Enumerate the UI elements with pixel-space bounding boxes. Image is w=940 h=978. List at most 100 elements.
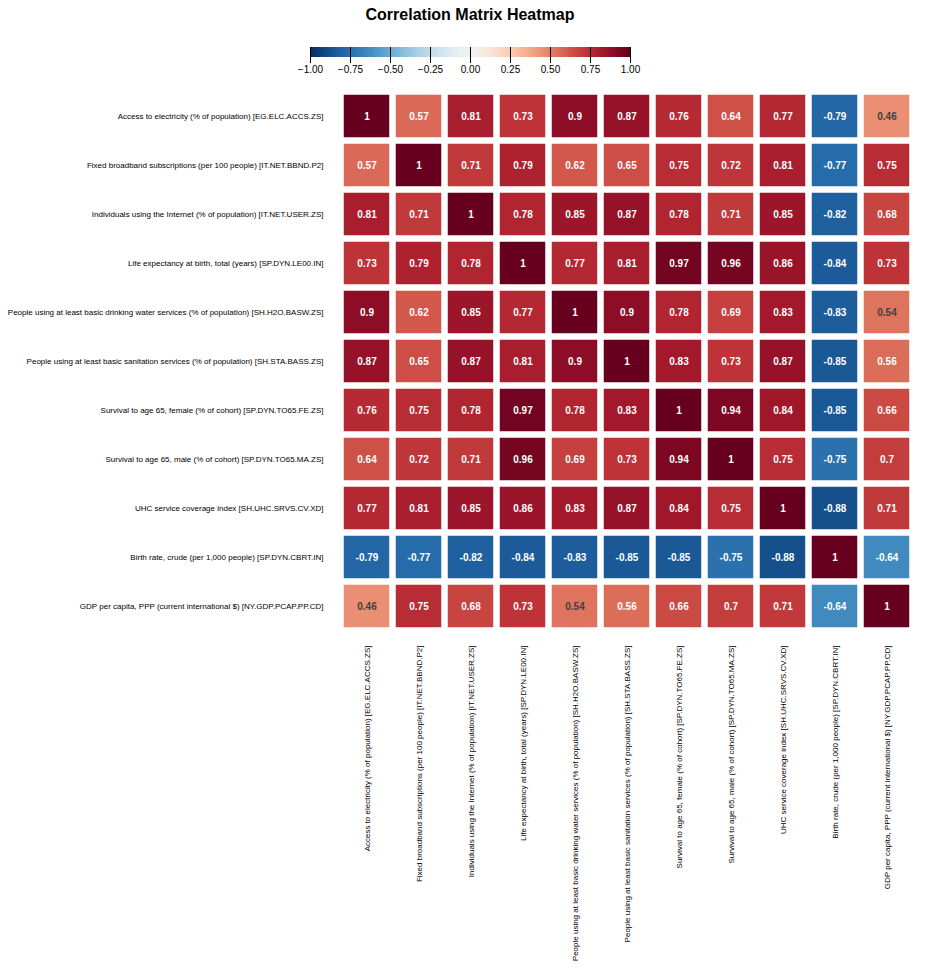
svg-text:0.78: 0.78 — [513, 209, 533, 220]
svg-text:GDP per capita, PPP (current i: GDP per capita, PPP (current internation… — [80, 602, 324, 611]
svg-text:0.73: 0.73 — [513, 111, 533, 122]
svg-text:0.81: 0.81 — [773, 160, 793, 171]
svg-text:0.56: 0.56 — [617, 601, 637, 612]
svg-text:0.71: 0.71 — [461, 160, 481, 171]
svg-text:0.86: 0.86 — [513, 503, 533, 514]
svg-text:Survival to age 65, female (%: Survival to age 65, female (% of cohort)… — [675, 646, 684, 869]
svg-text:1: 1 — [520, 258, 526, 269]
svg-text:1: 1 — [364, 111, 370, 122]
svg-text:0.71: 0.71 — [409, 209, 429, 220]
svg-text:0.81: 0.81 — [461, 111, 481, 122]
svg-text:Survival to age 65, male (% of: Survival to age 65, male (% of cohort) [… — [727, 646, 736, 864]
svg-text:0.62: 0.62 — [565, 160, 585, 171]
svg-text:0.85: 0.85 — [565, 209, 585, 220]
svg-text:Birth rate, crude (per 1,000 p: Birth rate, crude (per 1,000 people) [SP… — [831, 646, 840, 839]
svg-text:-0.85: -0.85 — [824, 405, 847, 416]
svg-text:UHC service coverage index [SH: UHC service coverage index [SH.UHC.SRVS.… — [779, 646, 788, 835]
svg-text:0.96: 0.96 — [513, 454, 533, 465]
svg-text:−0.75: −0.75 — [338, 64, 364, 75]
svg-text:0.87: 0.87 — [461, 356, 481, 367]
svg-text:0.73: 0.73 — [357, 258, 377, 269]
svg-text:0.85: 0.85 — [461, 307, 481, 318]
svg-text:Access to electricity (% of po: Access to electricity (% of population) … — [363, 646, 372, 852]
svg-text:0.25: 0.25 — [501, 64, 521, 75]
svg-text:0.96: 0.96 — [721, 258, 741, 269]
svg-text:0.00: 0.00 — [461, 64, 481, 75]
svg-text:0.57: 0.57 — [409, 111, 429, 122]
svg-text:-0.79: -0.79 — [824, 111, 847, 122]
svg-text:0.85: 0.85 — [461, 503, 481, 514]
svg-text:0.65: 0.65 — [617, 160, 637, 171]
svg-text:-0.75: -0.75 — [720, 552, 743, 563]
svg-text:0.68: 0.68 — [877, 209, 897, 220]
svg-text:Survival to age 65, male (% of: Survival to age 65, male (% of cohort) [… — [105, 455, 323, 464]
svg-text:0.66: 0.66 — [669, 601, 689, 612]
svg-text:0.83: 0.83 — [773, 307, 793, 318]
svg-text:0.81: 0.81 — [409, 503, 429, 514]
svg-text:Fixed broadband subscriptions: Fixed broadband subscriptions (per 100 p… — [415, 646, 424, 883]
svg-text:0.64: 0.64 — [357, 454, 377, 465]
svg-text:People using at least basic sa: People using at least basic sanitation s… — [27, 357, 324, 366]
svg-text:-0.85: -0.85 — [616, 552, 639, 563]
svg-text:0.69: 0.69 — [721, 307, 741, 318]
svg-text:0.73: 0.73 — [617, 454, 637, 465]
svg-text:-0.64: -0.64 — [824, 601, 847, 612]
svg-text:0.9: 0.9 — [568, 356, 582, 367]
svg-text:-0.82: -0.82 — [824, 209, 847, 220]
svg-text:0.75: 0.75 — [409, 601, 429, 612]
svg-text:0.73: 0.73 — [513, 601, 533, 612]
svg-text:0.83: 0.83 — [565, 503, 585, 514]
svg-text:0.79: 0.79 — [409, 258, 429, 269]
svg-text:Life expectancy at birth, tota: Life expectancy at birth, total (years) … — [519, 646, 528, 842]
svg-text:0.71: 0.71 — [461, 454, 481, 465]
svg-text:0.7: 0.7 — [724, 601, 738, 612]
svg-text:1: 1 — [676, 405, 682, 416]
svg-text:0.46: 0.46 — [877, 111, 897, 122]
svg-text:0.78: 0.78 — [565, 405, 585, 416]
svg-text:−0.25: −0.25 — [418, 64, 444, 75]
svg-text:1: 1 — [572, 307, 578, 318]
svg-text:0.56: 0.56 — [877, 356, 897, 367]
svg-text:Individuals using the Internet: Individuals using the Internet (% of pop… — [467, 646, 476, 878]
svg-text:People using at least basic dr: People using at least basic drinking wat… — [8, 308, 324, 317]
svg-text:0.50: 0.50 — [541, 64, 561, 75]
svg-text:0.68: 0.68 — [461, 601, 481, 612]
svg-text:0.54: 0.54 — [877, 307, 897, 318]
svg-text:0.79: 0.79 — [513, 160, 533, 171]
svg-text:0.73: 0.73 — [877, 258, 897, 269]
svg-text:Access to electricity (% of po: Access to electricity (% of population) … — [118, 112, 324, 121]
svg-text:Life expectancy at birth, tota: Life expectancy at birth, total (years) … — [128, 259, 324, 268]
svg-text:0.84: 0.84 — [773, 405, 793, 416]
svg-text:1.00: 1.00 — [621, 64, 641, 75]
svg-text:UHC service coverage index [SH: UHC service coverage index [SH.UHC.SRVS.… — [135, 504, 324, 513]
svg-text:0.86: 0.86 — [773, 258, 793, 269]
svg-text:-0.83: -0.83 — [564, 552, 587, 563]
svg-text:0.87: 0.87 — [617, 503, 637, 514]
svg-text:GDP per capita, PPP (current i: GDP per capita, PPP (current internation… — [883, 646, 892, 890]
svg-text:0.64: 0.64 — [721, 111, 741, 122]
svg-text:0.85: 0.85 — [773, 209, 793, 220]
svg-text:0.71: 0.71 — [877, 503, 897, 514]
svg-text:-0.84: -0.84 — [824, 258, 847, 269]
svg-text:0.78: 0.78 — [669, 307, 689, 318]
svg-text:0.69: 0.69 — [565, 454, 585, 465]
svg-text:0.77: 0.77 — [357, 503, 377, 514]
svg-text:0.9: 0.9 — [568, 111, 582, 122]
svg-text:0.72: 0.72 — [721, 160, 741, 171]
svg-text:0.97: 0.97 — [669, 258, 689, 269]
svg-text:0.78: 0.78 — [669, 209, 689, 220]
svg-text:0.62: 0.62 — [409, 307, 429, 318]
svg-text:-0.77: -0.77 — [824, 160, 847, 171]
svg-text:0.81: 0.81 — [513, 356, 533, 367]
svg-text:People using at least basic dr: People using at least basic drinking wat… — [571, 646, 580, 962]
svg-text:0.65: 0.65 — [409, 356, 429, 367]
svg-text:0.75: 0.75 — [669, 160, 689, 171]
svg-text:1: 1 — [832, 552, 838, 563]
svg-text:0.77: 0.77 — [773, 111, 793, 122]
svg-text:−0.50: −0.50 — [378, 64, 404, 75]
svg-text:0.75: 0.75 — [409, 405, 429, 416]
svg-text:0.87: 0.87 — [357, 356, 377, 367]
svg-text:0.73: 0.73 — [721, 356, 741, 367]
svg-text:-0.88: -0.88 — [772, 552, 795, 563]
svg-text:People using at least basic sa: People using at least basic sanitation s… — [623, 646, 632, 943]
